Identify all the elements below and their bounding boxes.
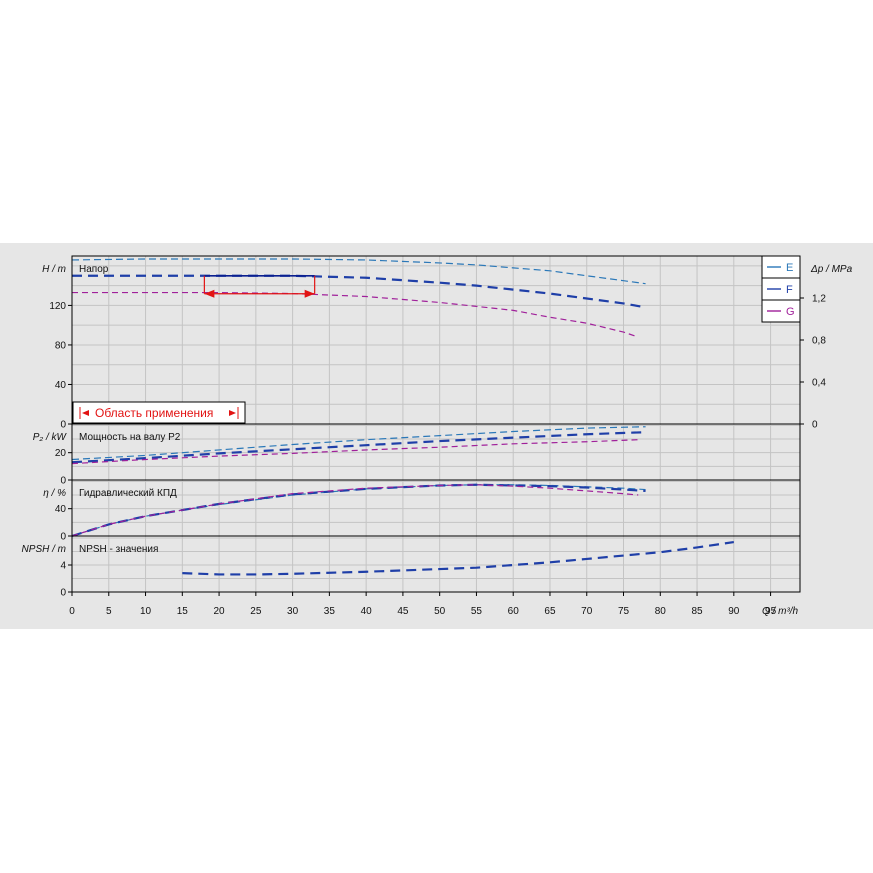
application-arrow-left xyxy=(204,289,215,298)
x-tick-label: 30 xyxy=(287,606,299,617)
curve-efficiency-g xyxy=(71,484,639,537)
panel-title-power: Мощность на валу P2 xyxy=(79,432,181,443)
y-axis-label-power: P₂ / kW xyxy=(33,432,68,443)
y-tick-label-head: 80 xyxy=(55,340,67,351)
x-tick-label: 45 xyxy=(397,606,409,617)
application-arrow-right xyxy=(304,289,315,298)
y2-tick-label: 0,4 xyxy=(812,378,826,389)
y-tick-label-power: 0 xyxy=(60,476,66,487)
y-tick-label-efficiency: 0 xyxy=(60,532,66,543)
y-axis-label-npsh: NPSH / m xyxy=(22,544,66,555)
application-legend-arrow-right xyxy=(229,410,236,416)
x-tick-label: 50 xyxy=(434,606,446,617)
curve-head-e xyxy=(71,258,646,285)
curve-head-g xyxy=(72,291,639,338)
x-tick-label: 55 xyxy=(471,606,483,617)
x-tick-label: 20 xyxy=(214,606,226,617)
y-tick-label-npsh: 4 xyxy=(60,561,66,572)
x-tick-label: 15 xyxy=(177,606,189,617)
application-legend-label: Область применения xyxy=(95,406,213,420)
x-tick-label: 75 xyxy=(618,606,630,617)
panel-title-head: Напор xyxy=(79,264,109,275)
x-tick-label: 0 xyxy=(69,606,75,617)
y2-tick-label: 0 xyxy=(812,420,818,431)
panel-frame-npsh xyxy=(71,535,801,593)
y-tick-label-npsh: 0 xyxy=(60,588,66,599)
x-tick-label: 60 xyxy=(508,606,520,617)
x-axis-label: Q / m³/h xyxy=(762,606,799,617)
y2-axis-label: Δp / MPa xyxy=(810,264,853,275)
x-tick-label: 70 xyxy=(581,606,593,617)
panel-frame-power xyxy=(71,423,801,481)
y-tick-label-power: 20 xyxy=(55,448,67,459)
y-tick-label-head: 120 xyxy=(49,301,66,312)
x-tick-label: 90 xyxy=(728,606,740,617)
x-tick-label: 80 xyxy=(655,606,667,617)
curve-npsh-f xyxy=(182,540,734,576)
x-tick-label: 25 xyxy=(250,606,262,617)
y-axis-label-head: H / m xyxy=(42,264,66,275)
curves xyxy=(71,258,734,576)
x-tick-label: 40 xyxy=(361,606,373,617)
x-tick-label: 5 xyxy=(106,606,112,617)
panel-title-efficiency: Гидравлический КПД xyxy=(79,488,177,499)
curve-power-f xyxy=(71,431,646,464)
x-tick-label: 95 xyxy=(765,606,777,617)
application-legend-box xyxy=(72,401,246,424)
legend-label-f: F xyxy=(786,284,793,296)
y2-tick-label: 0,8 xyxy=(812,336,826,347)
legend-label-g: G xyxy=(786,306,795,318)
x-tick-label: 85 xyxy=(691,606,703,617)
panel-title-npsh: NPSH - значения xyxy=(79,544,158,555)
application-legend-arrow-left xyxy=(82,410,89,416)
y-axis-label-efficiency: η / % xyxy=(43,488,66,499)
y-tick-label-head: 40 xyxy=(55,380,67,391)
x-tick-label: 10 xyxy=(140,606,152,617)
curve-head-f xyxy=(72,274,646,309)
y2-tick-label: 1,2 xyxy=(812,294,826,305)
x-tick-label: 65 xyxy=(544,606,556,617)
y-tick-label-efficiency: 40 xyxy=(55,504,67,515)
legend-label-e: E xyxy=(786,262,793,274)
y-tick-label-head: 0 xyxy=(60,420,66,431)
curve-power-g xyxy=(71,439,639,465)
panel-frames xyxy=(68,255,804,596)
x-tick-label: 35 xyxy=(324,606,336,617)
panel-frame-head xyxy=(71,255,801,425)
panel-frame-efficiency xyxy=(71,479,801,537)
